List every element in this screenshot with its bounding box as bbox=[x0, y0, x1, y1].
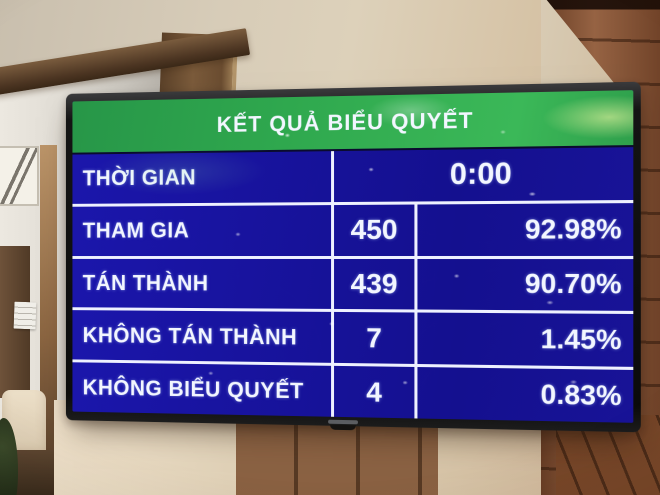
row-count: 7 bbox=[330, 312, 415, 365]
row-label: KHÔNG TÁN THÀNH bbox=[82, 322, 298, 350]
tv-brand-logo bbox=[328, 419, 358, 425]
row-count: 450 bbox=[330, 204, 415, 256]
row-label: TÁN THÀNH bbox=[82, 270, 209, 296]
picture-frame bbox=[0, 146, 39, 206]
results-header: KẾT QUẢ BIỂU QUYẾT bbox=[72, 90, 634, 153]
row-percent: 90.70% bbox=[414, 258, 634, 312]
row-percent: 92.98% bbox=[414, 202, 634, 256]
tv-stand-notch bbox=[330, 424, 356, 431]
table-row: TÁN THÀNH 439 90.70% bbox=[72, 255, 634, 312]
table-row: KHÔNG BIỂU QUYẾT 4 0.83% bbox=[72, 359, 634, 423]
row-percent: 0.83% bbox=[414, 367, 634, 423]
tv-screen: KẾT QUẢ BIỂU QUYẾT THỜI GIAN 0:00 THAM G… bbox=[72, 90, 634, 423]
table-row: THAM GIA 450 92.98% bbox=[72, 199, 634, 256]
row-label: THAM GIA bbox=[82, 217, 190, 243]
table-row-time: THỜI GIAN 0:00 bbox=[72, 145, 634, 204]
row-label: THỜI GIAN bbox=[82, 165, 197, 191]
time-value: 0:00 bbox=[330, 147, 634, 202]
wall-sign bbox=[13, 301, 37, 330]
row-count: 439 bbox=[330, 258, 415, 310]
results-title: KẾT QUẢ BIỂU QUYẾT bbox=[216, 107, 474, 137]
row-count: 4 bbox=[330, 366, 415, 419]
row-label: KHÔNG BIỂU QUYẾT bbox=[82, 374, 304, 403]
tv: KẾT QUẢ BIỂU QUYẾT THỜI GIAN 0:00 THAM G… bbox=[65, 81, 641, 433]
plant bbox=[0, 418, 18, 495]
row-percent: 1.45% bbox=[414, 312, 634, 368]
table-row: KHÔNG TÁN THÀNH 7 1.45% bbox=[72, 307, 634, 368]
